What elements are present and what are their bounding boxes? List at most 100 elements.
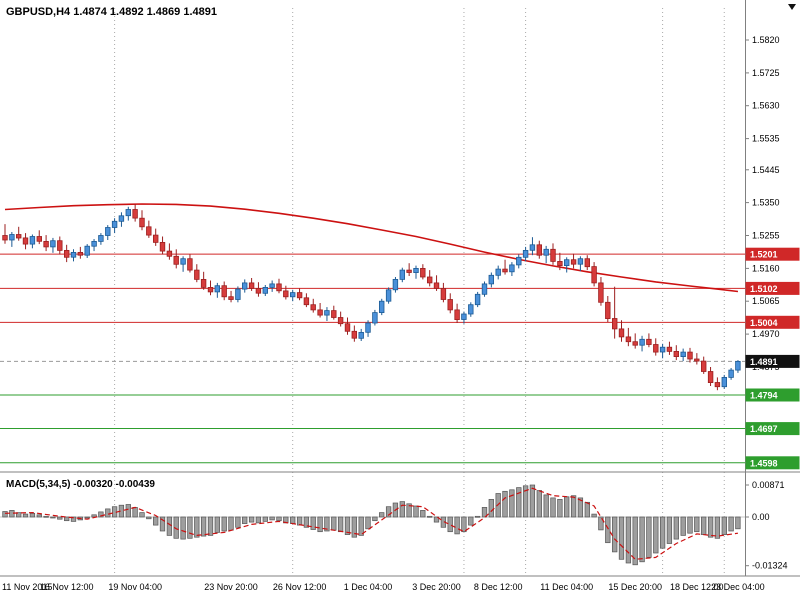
macd-tick-label: 0.00 [752,512,770,522]
macd-histogram-bar [207,516,214,536]
candle-body [536,244,542,256]
candle-body [344,323,351,332]
price-flag-label: 1.4794 [750,391,778,401]
candle-body [570,259,577,265]
price-flag-label: 1.4891 [750,357,778,367]
candle-body [618,328,625,338]
macd-histogram-bar [564,496,570,518]
macd-histogram-bar [707,516,714,538]
macd-histogram-bar [529,484,536,518]
macd-histogram-bar [276,516,282,522]
candle-body [378,300,385,314]
time-axis-label: 11 Dec 04:00 [540,582,593,592]
macd-histogram-bar [454,516,460,535]
time-axis-label: 15 Dec 20:00 [608,582,662,592]
candle-body [77,251,83,256]
candle-body [701,360,707,372]
macd-histogram-bar [474,515,481,518]
candle-body [564,259,570,267]
candle-body [57,240,63,251]
macd-histogram-bar [214,516,220,533]
macd-histogram-bar [146,516,152,520]
candle-body [15,234,22,239]
candle-body [358,331,364,339]
time-axis-label: 11 Nov 2015 [2,582,52,592]
macd-histogram-bar [468,516,474,526]
price-tick-label: 1.5445 [752,165,780,175]
price-flag [745,281,800,295]
price-flag-label: 1.4697 [750,424,778,434]
candle-body [543,248,549,256]
price-flag [745,247,800,261]
macd-histogram-bar [406,503,412,518]
macd-histogram-bar [461,516,467,533]
macd-histogram-bar [577,497,584,518]
candle-body [612,318,618,330]
candle-body [488,274,494,285]
candle-body [166,250,173,257]
macd-histogram-bar [166,516,173,536]
macd-histogram-bar [242,516,248,524]
time-axis-label: 3 Dec 20:00 [412,582,461,592]
candle-body [50,240,56,248]
macd-histogram-bar [331,516,337,531]
macd-histogram-bar [255,516,262,524]
price-tick-label: 1.5630 [752,101,780,111]
time-axis-label: 19 Nov 04:00 [108,582,162,592]
macd-histogram-bar [481,507,488,518]
macd-histogram-bar [228,516,234,531]
macd-histogram-bar [591,513,597,518]
candle-body [317,309,323,316]
macd-histogram-bar [16,512,22,518]
candle-body [180,258,186,265]
macd-histogram-bar [262,516,268,522]
macd-histogram-bar [413,505,419,518]
macd-histogram-bar [187,516,193,539]
price-flag [745,354,800,368]
candle-body [529,244,536,251]
candle-body [420,267,426,278]
price-flag-label: 1.5004 [750,318,778,328]
macd-signal-line [4,487,739,560]
price-tick-label: 1.5725 [752,68,780,78]
candle-body [481,283,488,295]
time-axis-label: 8 Dec 12:00 [474,582,523,592]
candle-body [105,227,111,236]
candle-body [207,286,214,293]
macd-histogram-bar [84,516,90,519]
candle-body [721,376,727,388]
macd-histogram-bar [701,516,707,535]
candle-body [269,283,275,288]
macd-histogram-bar [728,516,734,532]
macd-histogram-bar [721,516,727,535]
price-tick-label: 1.5535 [752,134,780,144]
macd-histogram-bar [625,516,632,564]
price-flag-label: 1.5201 [750,250,778,260]
macd-histogram-bar [379,512,385,518]
macd-histogram-bar [673,516,679,540]
macd-histogram-bar [310,516,316,530]
macd-histogram-bar [584,501,590,518]
candle-body [591,266,597,284]
candle-body [139,217,145,228]
candle-body [125,209,131,217]
macd-histogram-bar [509,489,515,518]
candle-body [399,269,405,280]
candle-body [461,313,467,320]
candle-body [64,249,70,258]
candle-body [694,358,700,362]
candle-body [324,310,330,316]
macd-histogram-bar [399,501,405,518]
candle-body [666,346,673,352]
candle-body [36,236,42,242]
macd-histogram-bar [550,497,556,518]
price-tick-label: 1.5065 [752,296,780,306]
candle-body [454,309,460,320]
time-axis-label: 26 Nov 12:00 [273,582,327,592]
candle-body [146,226,152,236]
macd-histogram-bar [646,516,652,558]
macd-histogram-bar [666,516,673,544]
